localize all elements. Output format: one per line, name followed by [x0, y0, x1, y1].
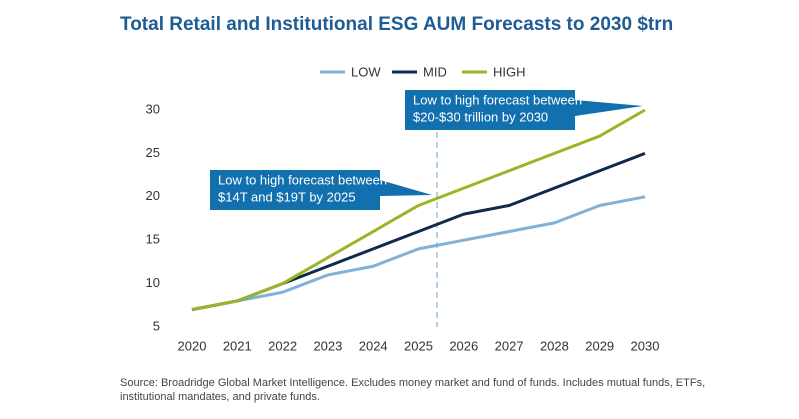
x-tick-label: 2030 [631, 338, 660, 353]
y-tick-label: 25 [146, 145, 160, 160]
series-line [191, 108, 646, 312]
x-tick-label: 2024 [359, 338, 388, 353]
annotation-box [210, 170, 380, 210]
x-tick-label: 2023 [313, 338, 342, 353]
legend-label: MID [423, 64, 447, 79]
y-tick-label: 30 [146, 101, 160, 116]
legend-label: HIGH [493, 64, 526, 79]
y-tick-label: 15 [146, 232, 160, 247]
series-line [191, 195, 646, 312]
x-tick-label: 2022 [268, 338, 297, 353]
annotation-text: Low to high forecast between [413, 92, 582, 107]
x-tick-label: 2028 [540, 338, 569, 353]
x-tick-label: 2027 [495, 338, 524, 353]
annotation-text: $14T and $19T by 2025 [218, 189, 356, 204]
x-tick-label: 2026 [449, 338, 478, 353]
x-tick-label: 2029 [585, 338, 614, 353]
annotation-box [405, 90, 575, 130]
y-tick-label: 5 [153, 318, 160, 333]
y-tick-label: 10 [146, 275, 160, 290]
chart-title: Total Retail and Institutional ESG AUM F… [120, 14, 674, 35]
x-tick-label: 2021 [223, 338, 252, 353]
x-tick-label: 2020 [178, 338, 207, 353]
y-tick-label: 20 [146, 188, 160, 203]
x-tick-label: 2025 [404, 338, 433, 353]
annotation-text: $20-$30 trillion by 2030 [413, 109, 548, 124]
annotation-pointer [380, 180, 432, 196]
legend-label: LOW [351, 64, 381, 79]
annotation-text: Low to high forecast between [218, 172, 387, 187]
source-note: Source: Broadridge Global Market Intelli… [120, 377, 706, 403]
annotation-pointer [575, 100, 643, 116]
